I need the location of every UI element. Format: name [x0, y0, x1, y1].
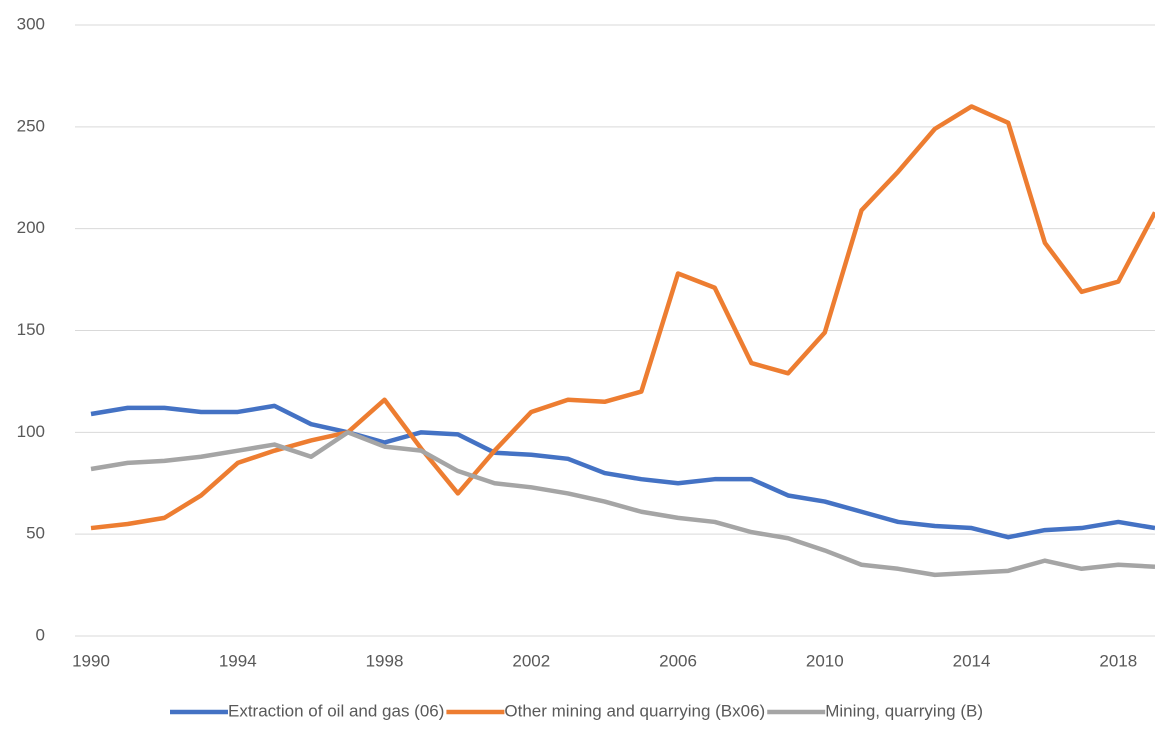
legend-label: Other mining and quarrying (Bx06)	[504, 701, 765, 720]
y-tick-label: 50	[26, 524, 45, 543]
x-tick-label: 2006	[659, 651, 697, 670]
series-line	[90, 403, 1155, 540]
x-tick-label: 1998	[366, 651, 404, 670]
y-tick-label: 100	[17, 422, 45, 441]
legend-label: Mining, quarrying (B)	[825, 701, 983, 720]
y-tick-label: 300	[17, 14, 45, 33]
x-tick-label: 1990	[72, 651, 110, 670]
y-tick-label: 250	[17, 116, 45, 135]
x-tick-label: 2014	[953, 651, 991, 670]
x-tick-label: 1994	[219, 651, 257, 670]
legend-label: Extraction of oil and gas (06)	[228, 701, 444, 720]
y-tick-label: 150	[17, 320, 45, 339]
series-line	[90, 430, 1155, 578]
series-line	[90, 104, 1155, 531]
y-tick-label: 200	[17, 218, 45, 237]
y-tick-label: 0	[36, 625, 45, 644]
x-tick-label: 2010	[806, 651, 844, 670]
x-tick-label: 2002	[512, 651, 550, 670]
x-tick-label: 2018	[1099, 651, 1137, 670]
